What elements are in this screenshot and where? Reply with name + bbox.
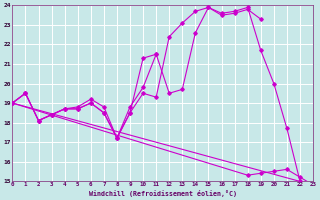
X-axis label: Windchill (Refroidissement éolien,°C): Windchill (Refroidissement éolien,°C) — [89, 190, 237, 197]
